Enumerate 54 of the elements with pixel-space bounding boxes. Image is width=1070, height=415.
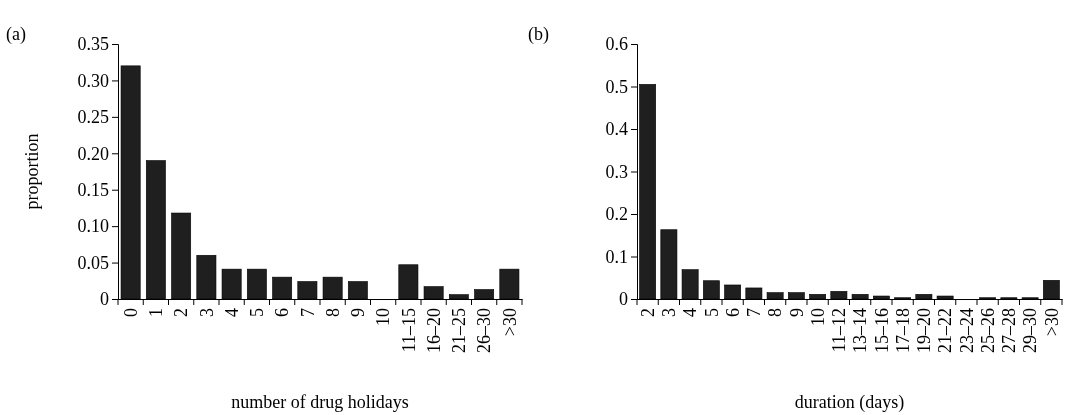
y-tick-label: 0.25	[77, 107, 109, 128]
x-tick-label: 2	[637, 308, 658, 317]
y-axis-title: proportion	[22, 133, 42, 210]
y-tick-label: 0.2	[605, 204, 628, 225]
x-tick-label: 9	[786, 308, 807, 317]
x-tick-label: 27–28	[999, 308, 1020, 353]
x-tick-label: 21–22	[935, 308, 956, 353]
x-tick-label: 3	[659, 308, 680, 317]
x-tick-label: 15–16	[871, 308, 892, 353]
chart-title: (a)	[6, 24, 26, 45]
x-tick-label: 11–15	[398, 308, 419, 353]
x-tick-label: 23–24	[956, 308, 977, 353]
x-tick-label: 8	[765, 308, 786, 317]
chart-title: (b)	[528, 24, 549, 45]
x-tick-label: 2	[171, 308, 192, 317]
x-axis-title: duration (days)	[794, 392, 905, 413]
y-tick-label: 0.15	[77, 179, 109, 200]
y-tick-label: 0.1	[605, 246, 628, 267]
x-tick-label: 4	[221, 308, 242, 317]
y-tick-label: 0.6	[605, 34, 628, 55]
x-tick-label: 4	[680, 308, 701, 317]
x-tick-label: 7	[297, 308, 318, 317]
x-tick-label: >30	[499, 308, 520, 337]
x-tick-label: 25–26	[977, 308, 998, 353]
x-tick-label: 9	[348, 308, 369, 317]
x-tick-label: 26–30	[474, 308, 495, 353]
x-tick-label: 3	[196, 308, 217, 317]
x-tick-label: 1	[146, 308, 167, 317]
x-tick-label: 11–12	[829, 308, 850, 353]
x-axis-title: number of drug holidays	[231, 392, 409, 412]
y-tick-label: 0.20	[77, 143, 109, 164]
x-tick-label: 21–25	[449, 308, 470, 353]
y-tick-label: 0.4	[605, 119, 628, 140]
y-tick-label: 0.5	[605, 76, 628, 97]
x-tick-label: 29–30	[1020, 308, 1041, 353]
y-tick-label: 0.35	[77, 34, 109, 55]
x-tick-label: 5	[247, 308, 268, 317]
x-tick-label: 0	[120, 308, 141, 317]
x-tick-label: 13–14	[850, 308, 871, 353]
x-tick-label: 8	[322, 308, 343, 317]
y-tick-label: 0.05	[77, 252, 109, 273]
y-tick-label: 0.10	[77, 216, 109, 237]
x-tick-label: 7	[744, 308, 765, 317]
x-tick-label: 5	[701, 308, 722, 317]
x-tick-label: 10	[373, 308, 394, 326]
y-tick-label: 0.30	[77, 70, 109, 91]
x-tick-label: 6	[722, 308, 743, 317]
y-tick-label: 0.3	[605, 161, 628, 182]
x-tick-label: 17–18	[892, 308, 913, 353]
x-tick-label: >30	[1041, 308, 1062, 337]
x-tick-label: 10	[807, 308, 828, 326]
x-tick-label: 6	[272, 308, 293, 317]
x-tick-label: 16–20	[423, 308, 444, 353]
x-tick-label: 19–20	[914, 308, 935, 353]
